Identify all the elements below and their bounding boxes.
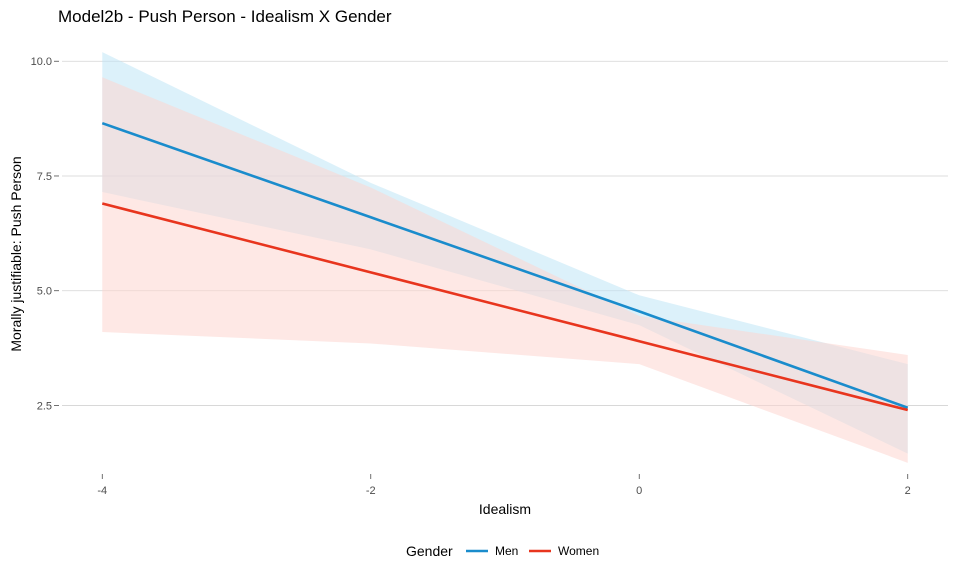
y-tick-label: 10.0 xyxy=(31,56,52,68)
series-line-women xyxy=(101,202,909,412)
x-tick-label: 0 xyxy=(636,485,642,497)
series-lines xyxy=(101,121,909,412)
x-axis-title: Idealism xyxy=(479,501,531,517)
legend-label-women: Women xyxy=(558,544,599,558)
x-tick-label: -4 xyxy=(97,485,107,497)
y-tick-label: 5.0 xyxy=(37,286,52,298)
x-tick-label: -2 xyxy=(366,485,376,497)
series-line-men xyxy=(101,121,909,409)
y-axis-title: Morally justifiable: Push Person xyxy=(8,156,24,351)
x-axis-ticks: -4 -2 0 2 xyxy=(97,474,911,497)
chart-title: Model2b - Push Person - Idealism X Gende… xyxy=(58,7,392,26)
y-axis-ticks: 2.5 5.0 7.5 10.0 xyxy=(31,56,59,412)
confidence-bands xyxy=(102,52,908,463)
legend-label-men: Men xyxy=(495,544,518,558)
y-tick-label: 7.5 xyxy=(37,171,52,183)
legend-title: Gender xyxy=(406,543,453,559)
confidence-band-women xyxy=(102,77,908,463)
y-tick-label: 2.5 xyxy=(37,400,52,412)
legend: Gender Men Women xyxy=(406,543,599,559)
x-tick-label: 2 xyxy=(905,485,911,497)
